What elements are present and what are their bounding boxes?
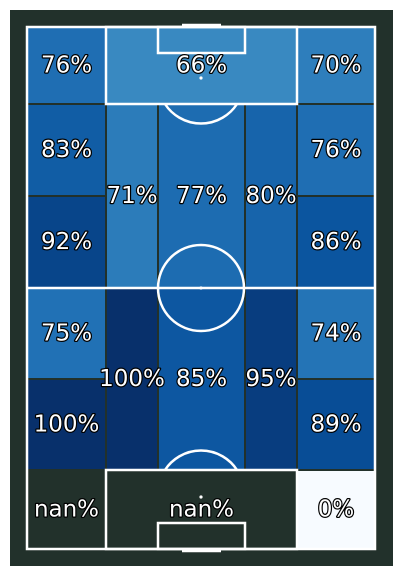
zone-label-z3: 70% [310,53,361,79]
zone-label-z1: 76% [41,53,92,79]
penalty-spot-bottom [199,495,203,499]
zone-labels: 76% 66% 70% 83% 71% 77% 80% 76% 92% 86% 75% 100% 85%… [32,51,362,523]
zone-label-z15: 74% [310,321,361,347]
zone-label-z19: nan% [169,497,234,523]
centre-spot [199,286,203,290]
zone-label-z8: 76% [310,137,361,163]
zone-z1 [26,26,107,105]
goal-area-bottom [156,521,247,551]
zone-label-z17: 89% [310,412,361,438]
zone-label-z13: 85% [176,366,227,392]
goal-area-top [156,25,247,55]
zone-z3 [296,26,376,105]
zone-label-z4: 83% [41,137,92,163]
zone-label-z11: 75% [41,321,92,347]
zone-z18 [26,469,107,550]
zone-label-z18: nan% [34,497,99,523]
zone-label-z9: 92% [41,229,92,255]
zones-layer [26,26,376,550]
zone-z10 [296,195,376,289]
zone-label-z6: 77% [176,183,227,209]
zone-label-z20: 0% [318,497,355,523]
penalty-arc-bottom [163,449,239,471]
pitch-lines [25,23,377,553]
zone-label-z7: 80% [245,183,296,209]
zone-label-z10: 86% [310,229,361,255]
zone-z12 [105,287,159,471]
zone-label-z14: 95% [245,366,296,392]
centre-circle [156,243,246,333]
penalty-spot-top [199,76,203,80]
zone-label-z16: 100% [34,412,100,438]
zone-z15 [296,287,376,380]
zone-label-z2: 66% [176,53,227,79]
zone-z17 [296,378,376,471]
zone-label-z12: 100% [99,366,165,392]
penalty-arc-top [163,103,239,125]
zone-label-z5: 71% [106,183,157,209]
zone-z8 [296,103,376,197]
